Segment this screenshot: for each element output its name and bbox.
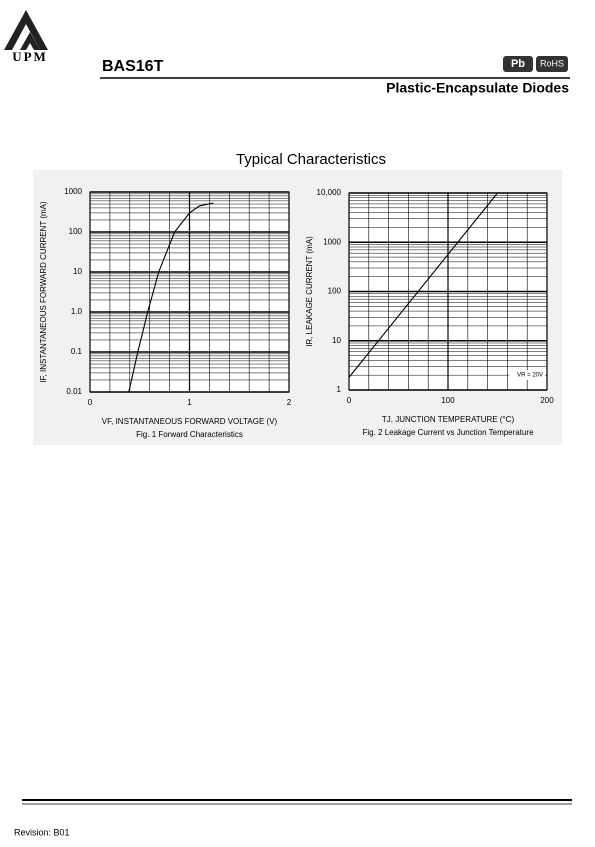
y-tick-label: 100	[328, 287, 342, 296]
data-line	[128, 202, 214, 393]
x-tick-label: 2	[287, 398, 292, 407]
x-axis-label: TJ, JUNCTION TEMPERATURE (°C)	[382, 415, 515, 424]
x-tick-label: 100	[441, 396, 455, 405]
y-axis-label: IR, LEAKAGE CURRENT (mA)	[305, 236, 314, 347]
y-tick-label: 1	[337, 385, 342, 394]
annotation: VR = 20V	[517, 373, 543, 379]
logo-mark	[4, 10, 48, 50]
x-tick-label: 0	[347, 396, 352, 405]
logo-text: UPM	[12, 49, 48, 64]
y-tick-label: 10	[332, 336, 341, 345]
badge-bg	[536, 56, 568, 72]
y-tick-label: 1000	[64, 187, 82, 196]
x-tick-label: 0	[88, 398, 93, 407]
badge: RoHS	[540, 58, 564, 68]
y-tick-label: 1000	[323, 237, 341, 246]
figure-caption: Fig. 1 Forward Characteristics	[136, 430, 243, 439]
logo-mark	[20, 32, 40, 50]
data-line	[348, 192, 498, 378]
x-tick-label: 1	[187, 398, 192, 407]
revision: Revision: B01	[14, 827, 70, 837]
figure-caption: Fig. 2 Leakage Current vs Junction Tempe…	[362, 428, 534, 437]
x-axis-label: VF, INSTANTANEOUS FORWARD VOLTAGE (V)	[102, 417, 278, 426]
part-number: BAS16T	[102, 58, 164, 75]
y-tick-label: 10	[73, 267, 82, 276]
subtitle: Plastic-Encapsulate Diodes	[386, 80, 569, 96]
section-title: Typical Characteristics	[236, 151, 386, 168]
y-tick-label: 100	[69, 227, 83, 236]
x-tick-label: 200	[540, 396, 554, 405]
y-tick-label: 0.1	[71, 347, 83, 356]
y-axis-label: IF, INSTANTANEOUS FORWARD CURRENT (mA)	[39, 201, 48, 383]
y-tick-label: 1.0	[71, 307, 83, 316]
badge: Pb	[511, 58, 525, 70]
y-tick-label: 10,000	[317, 188, 342, 197]
annotation-bg	[509, 370, 545, 380]
y-tick-label: 0.01	[66, 387, 82, 396]
badge-bg	[503, 56, 533, 72]
